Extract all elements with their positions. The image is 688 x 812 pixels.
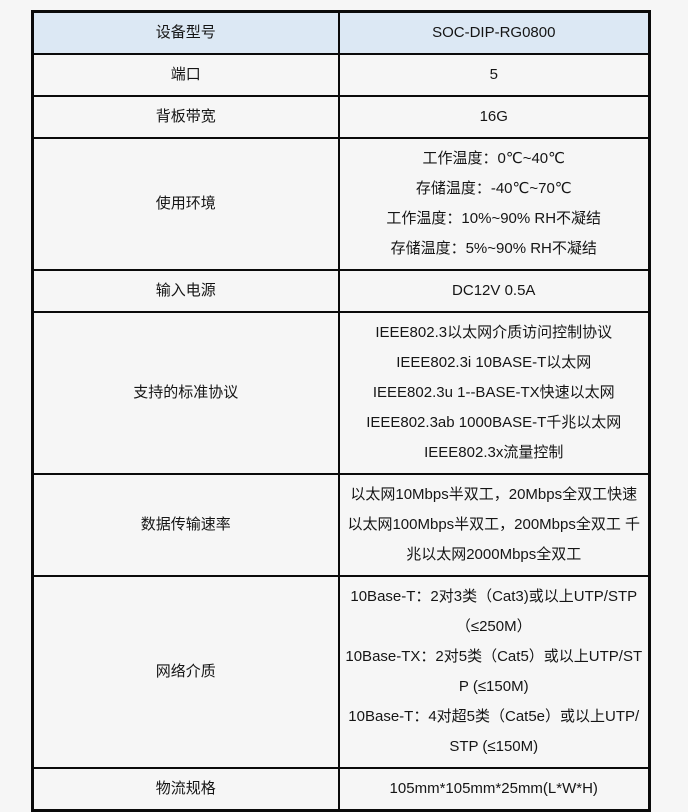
environment-line: 工作温度：0℃~40℃ <box>422 150 565 167</box>
table-row-header: 设备型号 SOC-DIP-RG0800 <box>31 10 651 55</box>
table-row-backplane-bandwidth: 背板带宽 16G <box>31 95 651 139</box>
standard-line: IEEE802.3以太网介质访问控制协议 <box>375 324 613 341</box>
table-header-value: SOC-DIP-RG0800 <box>337 10 651 55</box>
table-row-logistics-spec: 物流规格 105mm*105mm*25mm(L*W*H) <box>31 767 651 812</box>
row-value-data-rate: 以太网10Mbps半双工，20Mbps全双工快速以太网100Mbps半双工，20… <box>337 473 651 577</box>
environment-line: 存储温度：5%~90% RH不凝结 <box>390 240 597 257</box>
table-header-label: 设备型号 <box>31 10 340 55</box>
table-row-supported-standards: 支持的标准协议 IEEE802.3以太网介质访问控制协议 IEEE802.3i … <box>31 311 651 475</box>
row-label-backplane-bandwidth: 背板带宽 <box>31 95 340 139</box>
row-label-supported-standards: 支持的标准协议 <box>31 311 340 475</box>
row-value-operating-environment: 工作温度：0℃~40℃ 存储温度：-40℃~70℃ 工作温度：10%~90% R… <box>337 137 651 271</box>
specification-table-container: 设备型号 SOC-DIP-RG0800 端口 5 背板带宽 16G 使用环境 工… <box>31 10 651 812</box>
row-label-data-rate: 数据传输速率 <box>31 473 340 577</box>
row-label-logistics-spec: 物流规格 <box>31 767 340 812</box>
network-media-line-list: 10Base-T：2对3类（Cat3)或以上UTP/STP（≤250M） 10B… <box>344 582 645 762</box>
network-media-line: 10Base-TX：2对5类（Cat5）或以上UTP/STP (≤150M) <box>345 648 643 695</box>
row-value-supported-standards: IEEE802.3以太网介质访问控制协议 IEEE802.3i 10BASE-T… <box>337 311 651 475</box>
standard-line: IEEE802.3x流量控制 <box>424 444 564 461</box>
row-label-operating-environment: 使用环境 <box>31 137 340 271</box>
standard-line: IEEE802.3ab 1000BASE-T千兆以太网 <box>366 414 622 431</box>
network-media-line: 10Base-T：4对超5类（Cat5e）或以上UTP/STP (≤150M) <box>348 708 640 755</box>
specification-table: 设备型号 SOC-DIP-RG0800 端口 5 背板带宽 16G 使用环境 工… <box>31 10 651 812</box>
standards-line-list: IEEE802.3以太网介质访问控制协议 IEEE802.3i 10BASE-T… <box>344 318 645 468</box>
table-row-data-rate: 数据传输速率 以太网10Mbps半双工，20Mbps全双工快速以太网100Mbp… <box>31 473 651 577</box>
table-row-operating-environment: 使用环境 工作温度：0℃~40℃ 存储温度：-40℃~70℃ 工作温度：10%~… <box>31 137 651 271</box>
table-row-ports: 端口 5 <box>31 53 651 97</box>
row-value-network-media: 10Base-T：2对3类（Cat3)或以上UTP/STP（≤250M） 10B… <box>337 575 651 769</box>
row-value-logistics-spec: 105mm*105mm*25mm(L*W*H) <box>337 767 651 812</box>
environment-line-list: 工作温度：0℃~40℃ 存储温度：-40℃~70℃ 工作温度：10%~90% R… <box>344 144 645 264</box>
network-media-line: 10Base-T：2对3类（Cat3)或以上UTP/STP（≤250M） <box>350 588 638 635</box>
row-label-network-media: 网络介质 <box>31 575 340 769</box>
row-value-input-power: DC12V 0.5A <box>337 269 651 313</box>
row-label-input-power: 输入电源 <box>31 269 340 313</box>
data-rate-text: 以太网10Mbps半双工，20Mbps全双工快速以太网100Mbps半双工，20… <box>347 486 641 563</box>
row-label-ports: 端口 <box>31 53 340 97</box>
table-row-input-power: 输入电源 DC12V 0.5A <box>31 269 651 313</box>
table-row-network-media: 网络介质 10Base-T：2对3类（Cat3)或以上UTP/STP（≤250M… <box>31 575 651 769</box>
standard-line: IEEE802.3u 1--BASE-TX快速以太网 <box>372 384 615 401</box>
table-body: 设备型号 SOC-DIP-RG0800 端口 5 背板带宽 16G 使用环境 工… <box>31 10 651 812</box>
environment-line: 存储温度：-40℃~70℃ <box>415 180 572 197</box>
standard-line: IEEE802.3i 10BASE-T以太网 <box>396 354 592 371</box>
row-value-backplane-bandwidth: 16G <box>337 95 651 139</box>
environment-line: 工作温度：10%~90% RH不凝结 <box>386 210 602 227</box>
row-value-ports: 5 <box>337 53 651 97</box>
